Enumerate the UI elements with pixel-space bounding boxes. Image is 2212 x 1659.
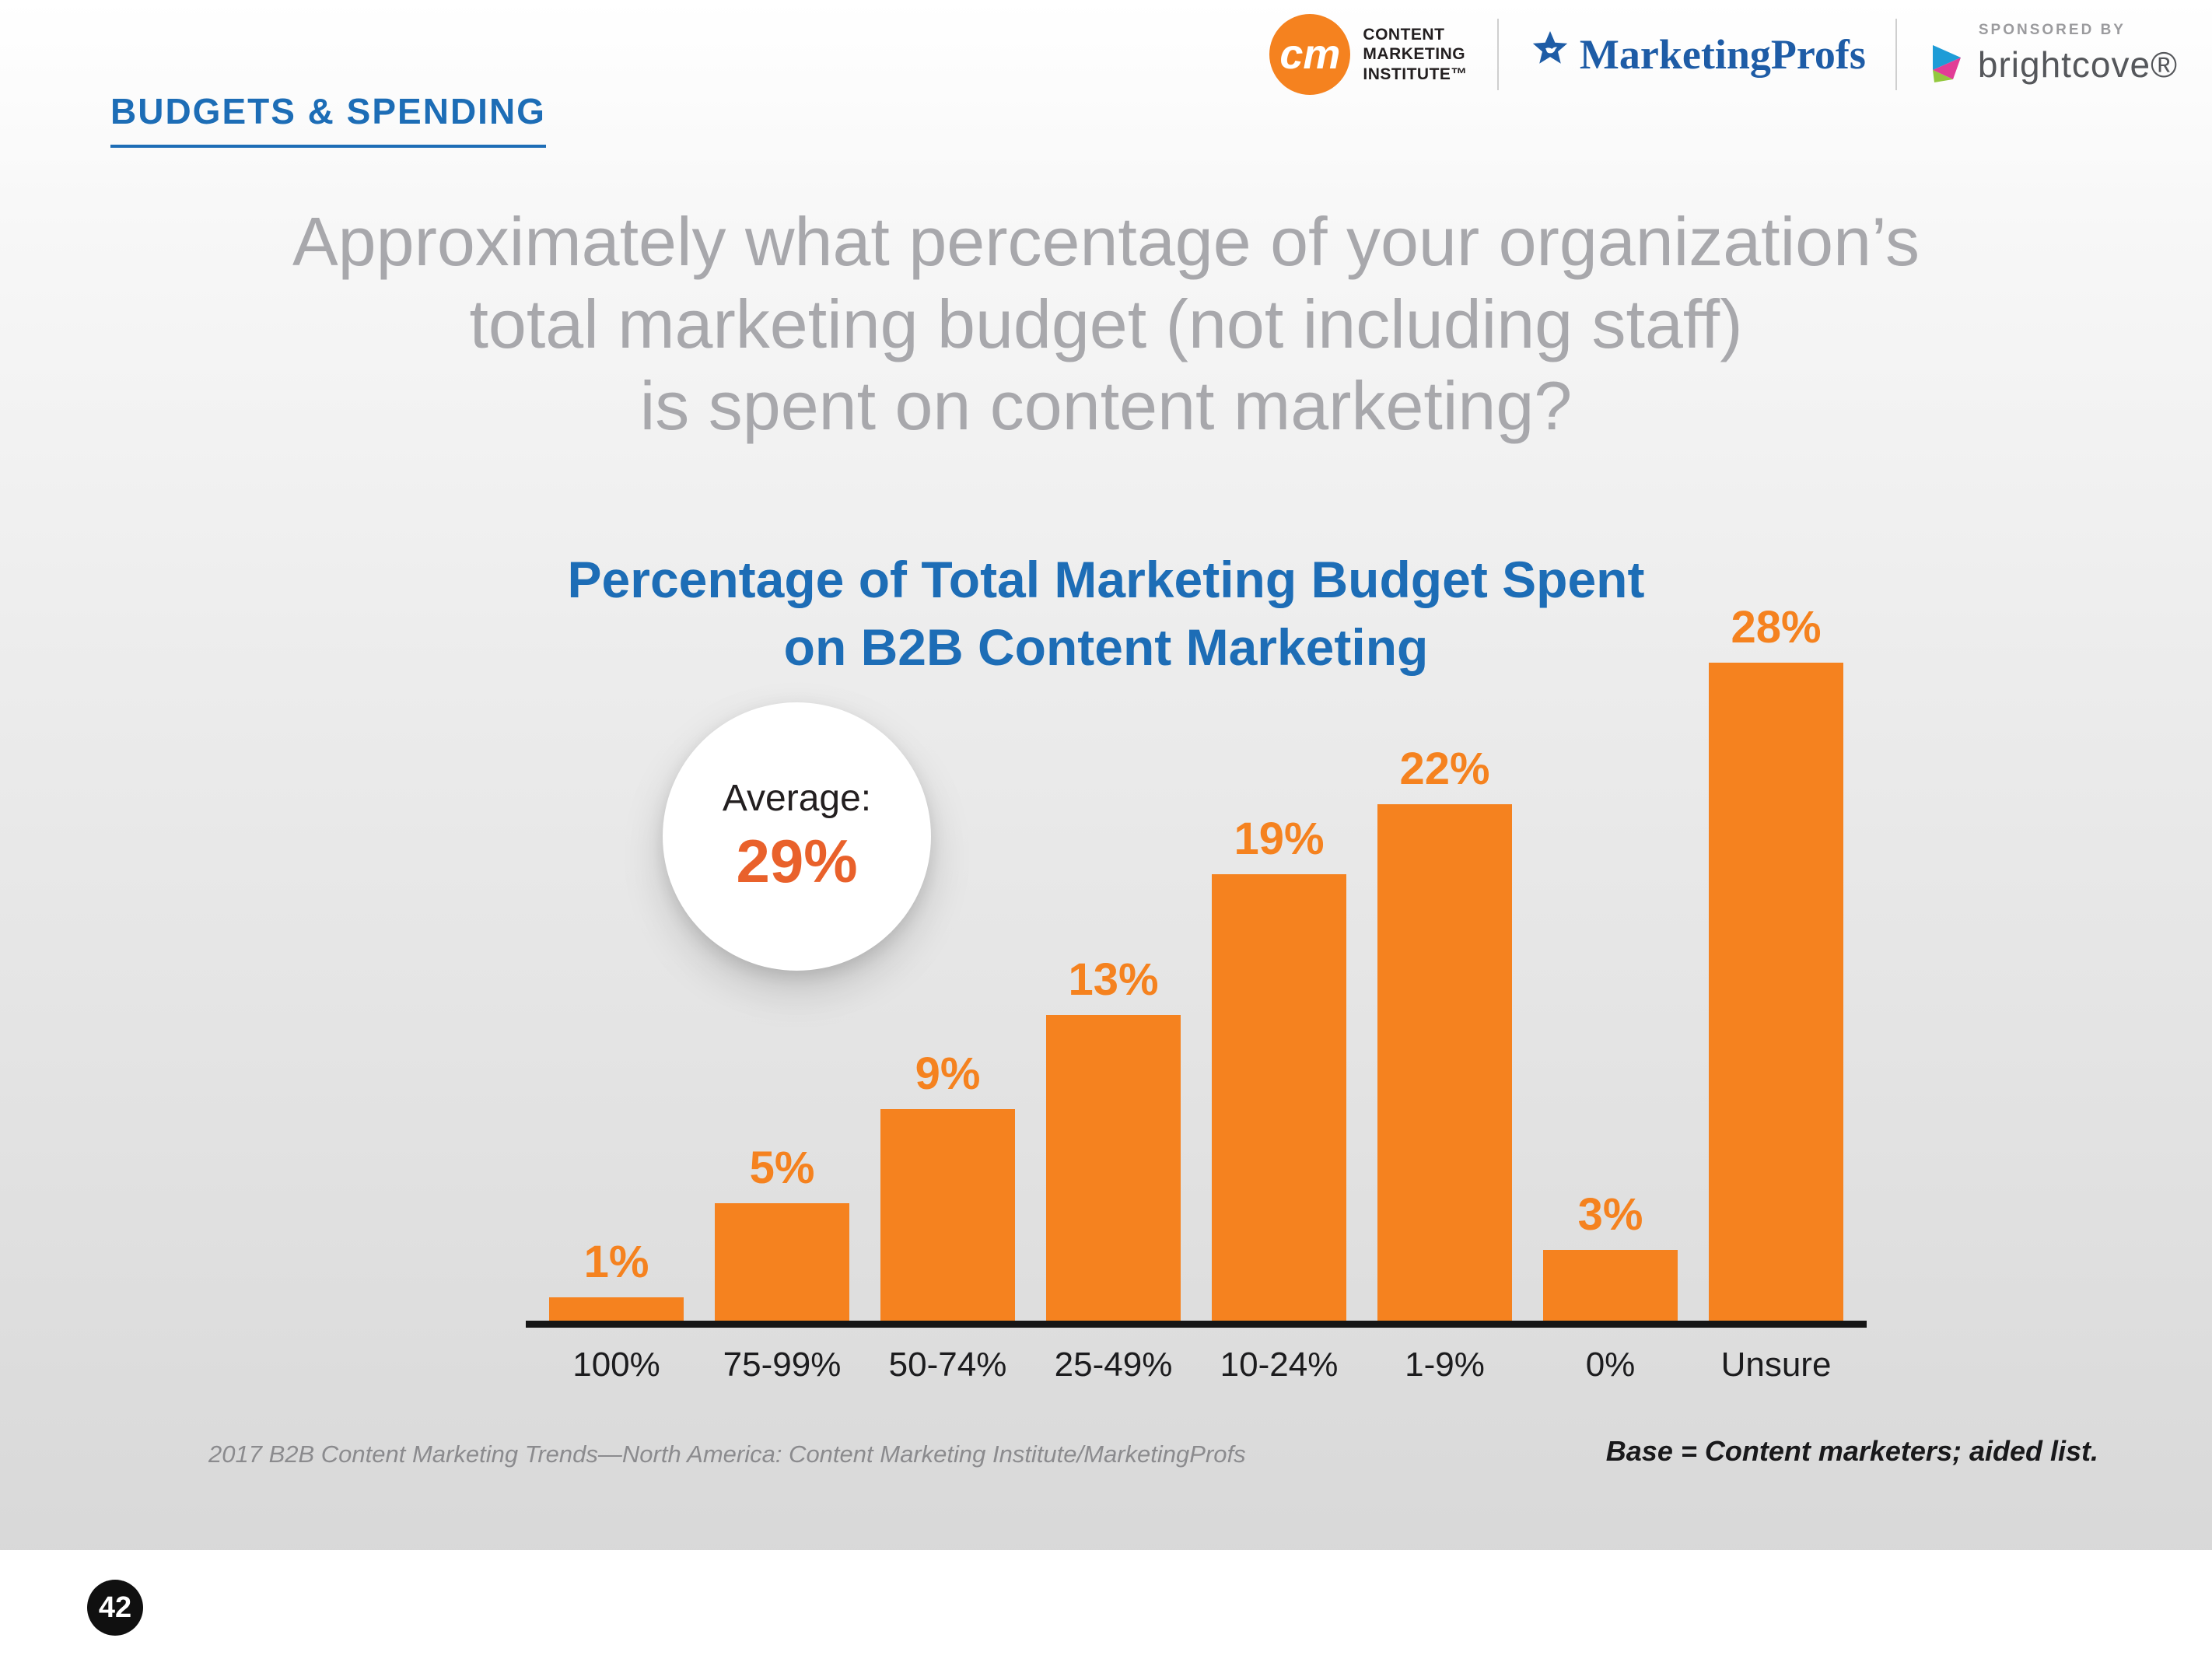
bar-value-label: 1% bbox=[583, 1237, 649, 1287]
bar-value-label: 28% bbox=[1731, 602, 1822, 653]
bar-column-25-49%: 13% bbox=[1046, 954, 1181, 1321]
brightcove-logo: SPONSORED BY brightcove® bbox=[1927, 22, 2178, 88]
bar-column-100%: 1% bbox=[549, 1236, 684, 1321]
question-line-3: is spent on content marketing? bbox=[639, 367, 1573, 445]
bar bbox=[1046, 1015, 1181, 1321]
footnote-source: 2017 B2B Content Marketing Trends—North … bbox=[208, 1440, 1246, 1468]
marketingprofs-logo: MarketingProfs bbox=[1528, 30, 1866, 79]
bar-value-label: 9% bbox=[915, 1048, 981, 1099]
cmi-word-3: INSTITUTE™ bbox=[1363, 65, 1468, 83]
cmi-word-2: MARKETING bbox=[1363, 45, 1466, 64]
category-label: 50-74% bbox=[888, 1346, 1007, 1384]
bar-value-label: 5% bbox=[749, 1143, 815, 1193]
cmi-mark-icon: cm bbox=[1269, 14, 1351, 95]
question-title: Approximately what percentage of your or… bbox=[0, 201, 2212, 447]
footer-divider bbox=[1496, 19, 1499, 90]
page-number-badge: 42 bbox=[87, 1580, 143, 1636]
bar bbox=[1709, 663, 1843, 1321]
bar bbox=[880, 1109, 1015, 1321]
category-label: Unsure bbox=[1720, 1346, 1832, 1384]
cmi-wordmark: CONTENT MARKETING INSTITUTE™ bbox=[1363, 25, 1468, 84]
bar-value-label: 3% bbox=[1577, 1189, 1643, 1240]
average-callout: Average: 29% bbox=[663, 702, 931, 971]
footnote-base: Base = Content marketers; aided list. bbox=[1605, 1435, 2098, 1467]
category-label: 75-99% bbox=[723, 1346, 842, 1384]
bar bbox=[1377, 804, 1512, 1321]
bar-column-75-99%: 5% bbox=[715, 1142, 849, 1321]
footer-logos: cm CONTENT MARKETING INSTITUTE™ Marketin… bbox=[1269, 0, 2178, 109]
chart-title: Percentage of Total Marketing Budget Spe… bbox=[0, 546, 2212, 681]
bar-column-Unsure: 28% bbox=[1709, 601, 1843, 1321]
cmi-word-1: CONTENT bbox=[1363, 26, 1445, 44]
bar bbox=[1543, 1250, 1678, 1321]
x-axis bbox=[526, 1321, 1867, 1328]
category-axis-labels: 100% 75-99% 50-74% 25-49% 10-24% 1-9% 0% Unsure bbox=[549, 1346, 1843, 1384]
bar-value-label: 13% bbox=[1068, 954, 1159, 1005]
bar-column-0%: 3% bbox=[1543, 1188, 1678, 1321]
bar-column-1-9%: 22% bbox=[1377, 743, 1512, 1321]
average-value: 29% bbox=[736, 826, 858, 895]
bar-column-50-74%: 9% bbox=[880, 1048, 1015, 1321]
bar-value-label: 19% bbox=[1234, 814, 1325, 864]
category-label: 25-49% bbox=[1054, 1346, 1173, 1384]
chart-title-line-1: Percentage of Total Marketing Budget Spe… bbox=[567, 551, 1645, 608]
category-label: 10-24% bbox=[1220, 1346, 1339, 1384]
cmi-logo: cm CONTENT MARKETING INSTITUTE™ bbox=[1269, 14, 1468, 95]
brightcove-wordmark: brightcove® bbox=[1977, 44, 2178, 85]
question-line-1: Approximately what percentage of your or… bbox=[292, 203, 1920, 280]
chart-title-line-2: on B2B Content Marketing bbox=[783, 618, 1429, 677]
category-label: 1-9% bbox=[1405, 1346, 1485, 1384]
category-label: 100% bbox=[572, 1346, 660, 1384]
average-label: Average: bbox=[722, 777, 872, 819]
bar bbox=[715, 1203, 849, 1321]
marketingprofs-wordmark: MarketingProfs bbox=[1579, 31, 1866, 78]
bar bbox=[1212, 874, 1346, 1321]
marketingprofs-star-icon bbox=[1528, 30, 1572, 79]
bar-chart: 1% 5% 9% 13% 19% 22% 3% 28% bbox=[549, 597, 1843, 1321]
footer-bar bbox=[0, 1550, 2212, 1659]
question-line-2: total marketing budget (not including st… bbox=[469, 285, 1743, 362]
category-label: 0% bbox=[1585, 1346, 1636, 1384]
sponsored-by-label: SPONSORED BY bbox=[1978, 21, 2126, 38]
bar-column-10-24%: 19% bbox=[1212, 813, 1346, 1321]
bar bbox=[549, 1297, 684, 1321]
footer-divider bbox=[1895, 19, 1897, 90]
section-header: BUDGETS & SPENDING bbox=[110, 90, 546, 148]
bar-value-label: 22% bbox=[1399, 744, 1490, 794]
brightcove-play-icon bbox=[1927, 42, 1970, 88]
